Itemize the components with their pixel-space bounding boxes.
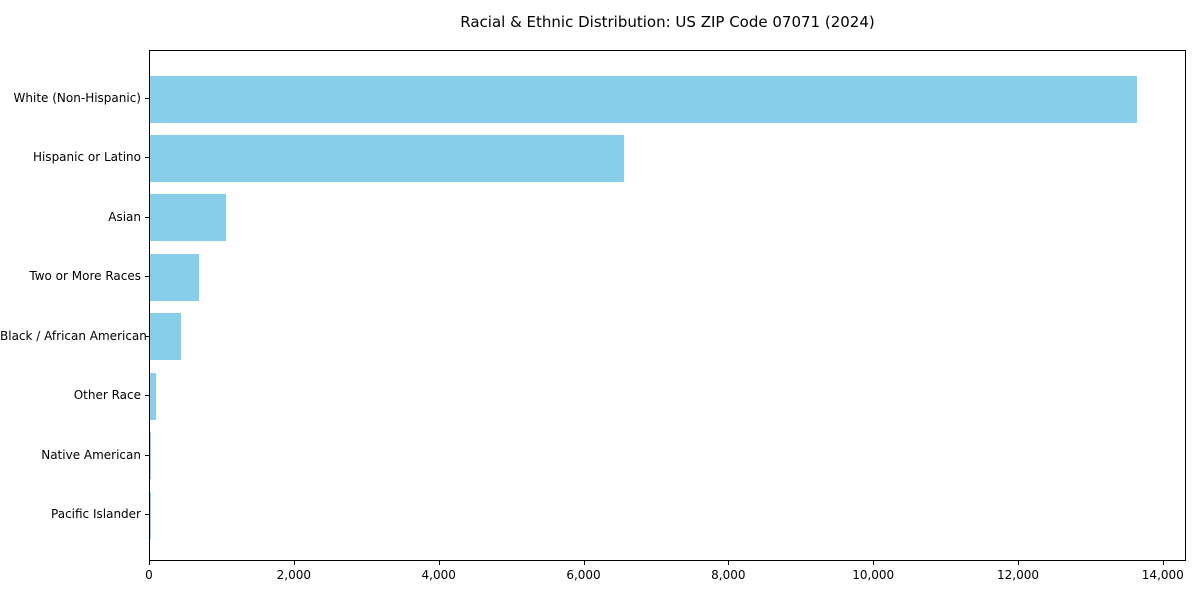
x-label-10000: 10,000 <box>852 568 895 582</box>
x-tick-0 <box>149 561 150 565</box>
y-label-white-non-hispanic: White (Non-Hispanic) <box>13 91 141 105</box>
x-tick-8000 <box>728 561 730 565</box>
bar-hispanic-or-latino <box>150 134 624 182</box>
x-label-12000: 12,000 <box>997 568 1039 582</box>
x-tick-12000 <box>1018 561 1019 565</box>
bar-asian <box>150 194 227 242</box>
x-tick-14000 <box>1162 561 1164 565</box>
y-label-black-african-american: Black / African American <box>0 329 147 343</box>
y-tick-pacific-islander <box>145 514 149 515</box>
bar-black-african-american <box>150 313 182 361</box>
x-tick-4000 <box>438 561 440 565</box>
y-tick-hispanic-or-latino <box>145 157 149 158</box>
bar-native-american <box>150 432 151 480</box>
y-tick-native-american <box>145 455 149 456</box>
y-tick-other-race <box>145 395 149 396</box>
x-tick-10000 <box>873 561 875 565</box>
y-tick-black-african-american <box>145 336 149 337</box>
x-label-0: 0 <box>145 568 153 582</box>
y-label-other-race: Other Race <box>73 388 141 402</box>
bar-white-non-hispanic <box>150 75 1138 123</box>
x-label-14000: 14,000 <box>1141 568 1184 582</box>
y-tick-two-or-more-races <box>145 276 149 277</box>
y-tick-asian <box>145 217 149 218</box>
bar-two-or-more-races <box>150 253 200 301</box>
plot-area <box>149 50 1186 561</box>
x-label-8000: 8,000 <box>711 568 746 582</box>
y-label-pacific-islander: Pacific Islander <box>51 507 141 521</box>
y-label-native-american: Native American <box>41 448 141 462</box>
x-label-4000: 4,000 <box>421 568 456 582</box>
x-tick-6000 <box>583 561 585 565</box>
x-label-2000: 2,000 <box>276 568 311 582</box>
bar-other-race <box>150 372 157 420</box>
chart-title: Racial & Ethnic Distribution: US ZIP Cod… <box>460 13 875 31</box>
x-tick-2000 <box>293 561 295 565</box>
y-label-hispanic-or-latino: Hispanic or Latino <box>32 150 141 164</box>
y-label-asian: Asian <box>108 210 141 224</box>
y-tick-white-non-hispanic <box>145 98 149 99</box>
y-label-two-or-more-races: Two or More Races <box>29 269 141 283</box>
x-label-6000: 6,000 <box>566 568 601 582</box>
